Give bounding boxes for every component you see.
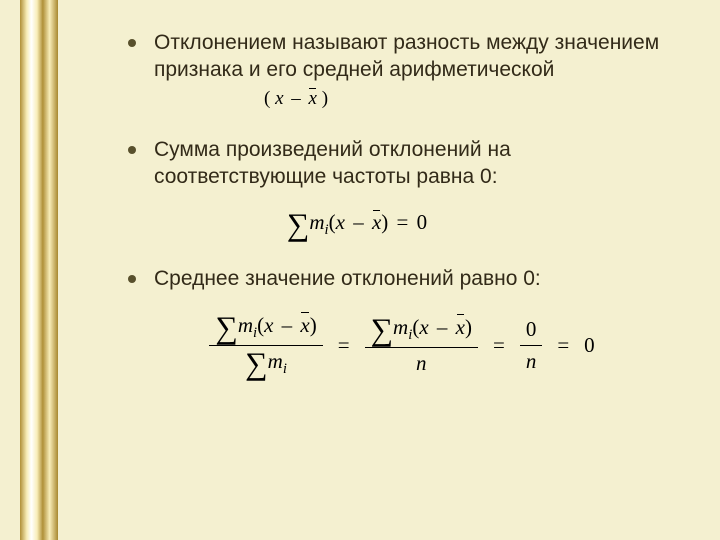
- slide-content: Отклонением называют разность между знач…: [110, 30, 670, 406]
- formula-mean-deviation: ∑mi(x – x) ∑mi = ∑mi(x – x) n = 0 n = 0: [154, 311, 670, 380]
- list-item: Отклонением называют разность между знач…: [110, 30, 670, 111]
- decorative-ribbon: [20, 0, 58, 540]
- formula-sum-zero: ∑mi(x – x) = 0: [154, 209, 670, 240]
- bullet-text: Сумма произведений отклонений на соответ…: [154, 138, 511, 188]
- bullet-list: Отклонением называют разность между знач…: [110, 30, 670, 380]
- list-item: Сумма произведений отклонений на соответ…: [110, 137, 670, 240]
- formula-deviation: ( x – x ): [184, 87, 670, 111]
- bullet-text: Отклонением называют разность между знач…: [154, 31, 659, 81]
- bullet-text: Среднее значение отклонений равно 0:: [154, 267, 541, 290]
- list-item: Среднее значение отклонений равно 0: ∑mi…: [110, 266, 670, 380]
